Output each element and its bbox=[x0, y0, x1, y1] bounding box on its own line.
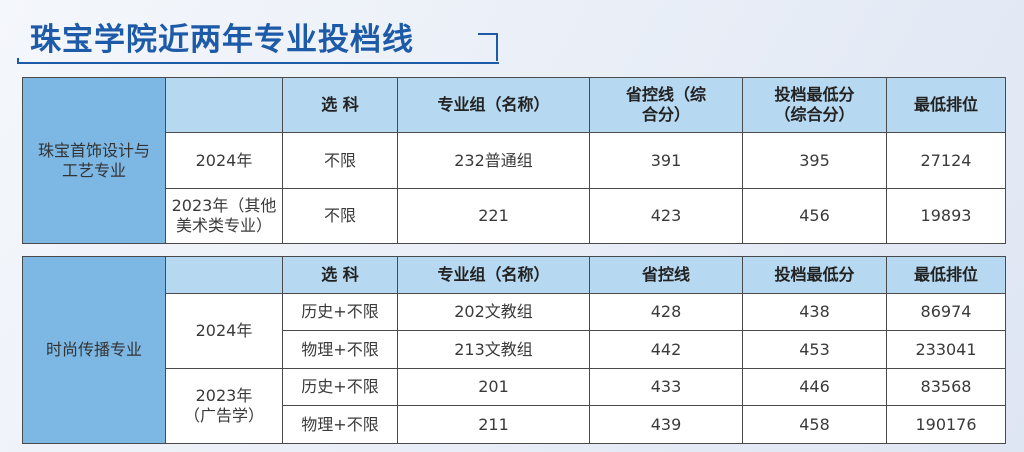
header-cell: 专业组（名称） bbox=[397, 77, 590, 133]
min-rank-cell: 83568 bbox=[886, 368, 1006, 406]
header-cell: 最低排位 bbox=[886, 77, 1006, 133]
header-cell: 选 科 bbox=[282, 77, 398, 133]
subject-cell: 不限 bbox=[282, 132, 398, 189]
year-cell: 2024年 bbox=[165, 132, 283, 189]
table-row: 物理+不限 211 439 458 190176 bbox=[23, 405, 1006, 444]
subject-cell: 历史+不限 bbox=[282, 293, 398, 331]
header-cell: 最低排位 bbox=[886, 256, 1006, 294]
min-score-cell: 458 bbox=[742, 405, 887, 444]
page-title: 珠宝学院近两年专业投档线 bbox=[30, 22, 414, 58]
min-rank-cell: 233041 bbox=[886, 330, 1006, 369]
group-cell: 211 bbox=[397, 405, 590, 444]
header-cell: 省控线（综合分） bbox=[589, 77, 743, 133]
control-line-cell: 433 bbox=[589, 368, 743, 406]
min-score-cell: 438 bbox=[742, 293, 887, 331]
control-line-cell: 423 bbox=[589, 188, 743, 244]
control-line-cell: 439 bbox=[589, 405, 743, 444]
group-cell: 221 bbox=[397, 188, 590, 244]
header-cell: 投档最低分（综合分） bbox=[742, 77, 887, 133]
min-score-cell: 446 bbox=[742, 368, 887, 406]
year-cell: 2023年（广告学） bbox=[165, 368, 283, 444]
group-cell: 232普通组 bbox=[397, 132, 590, 189]
table-row: 2023年（广告学） 历史+不限 201 433 446 83568 bbox=[23, 368, 1006, 444]
min-rank-cell: 190176 bbox=[886, 405, 1006, 444]
major-name: 时尚传播专业 bbox=[22, 256, 166, 444]
subject-cell: 物理+不限 bbox=[282, 330, 398, 369]
min-rank-cell: 19893 bbox=[886, 188, 1006, 244]
fashion-communication-table: 时尚传播专业 选 科 专业组（名称） 省控线 投档最低分 最低排位 2024年 … bbox=[22, 256, 1006, 444]
table-row: 2024年 不限 232普通组 391 395 27124 bbox=[23, 132, 1006, 189]
subject-cell: 物理+不限 bbox=[282, 405, 398, 444]
subject-cell: 不限 bbox=[282, 188, 398, 244]
table-row: 2023年（其他美术类专业） 不限 221 423 456 19893 bbox=[23, 188, 1006, 244]
min-rank-cell: 86974 bbox=[886, 293, 1006, 331]
min-score-cell: 395 bbox=[742, 132, 887, 189]
group-cell: 213文教组 bbox=[397, 330, 590, 369]
control-line-cell: 428 bbox=[589, 293, 743, 331]
group-cell: 201 bbox=[397, 368, 590, 406]
jewelry-design-table: 珠宝首饰设计与工艺专业 选 科 专业组（名称） 省控线（综合分） 投档最低分（综… bbox=[22, 77, 1006, 244]
table-row: 物理+不限 213文教组 442 453 233041 bbox=[23, 330, 1006, 369]
table-row: 2024年 历史+不限 202文教组 428 438 86974 bbox=[23, 293, 1006, 369]
header-cell bbox=[165, 77, 283, 133]
min-score-cell: 456 bbox=[742, 188, 887, 244]
header-cell: 专业组（名称） bbox=[397, 256, 590, 294]
header-cell: 省控线 bbox=[589, 256, 743, 294]
header-cell bbox=[165, 256, 283, 294]
title-bracket bbox=[478, 33, 498, 61]
major-name: 珠宝首饰设计与工艺专业 bbox=[22, 77, 166, 244]
year-cell: 2024年 bbox=[165, 293, 283, 369]
header-cell: 选 科 bbox=[282, 256, 398, 294]
control-line-cell: 391 bbox=[589, 132, 743, 189]
year-cell: 2023年（其他美术类专业） bbox=[165, 188, 283, 244]
header-cell: 投档最低分 bbox=[742, 256, 887, 294]
min-rank-cell: 27124 bbox=[886, 132, 1006, 189]
control-line-cell: 442 bbox=[589, 330, 743, 369]
min-score-cell: 453 bbox=[742, 330, 887, 369]
title-underline bbox=[17, 58, 499, 64]
group-cell: 202文教组 bbox=[397, 293, 590, 331]
subject-cell: 历史+不限 bbox=[282, 368, 398, 406]
